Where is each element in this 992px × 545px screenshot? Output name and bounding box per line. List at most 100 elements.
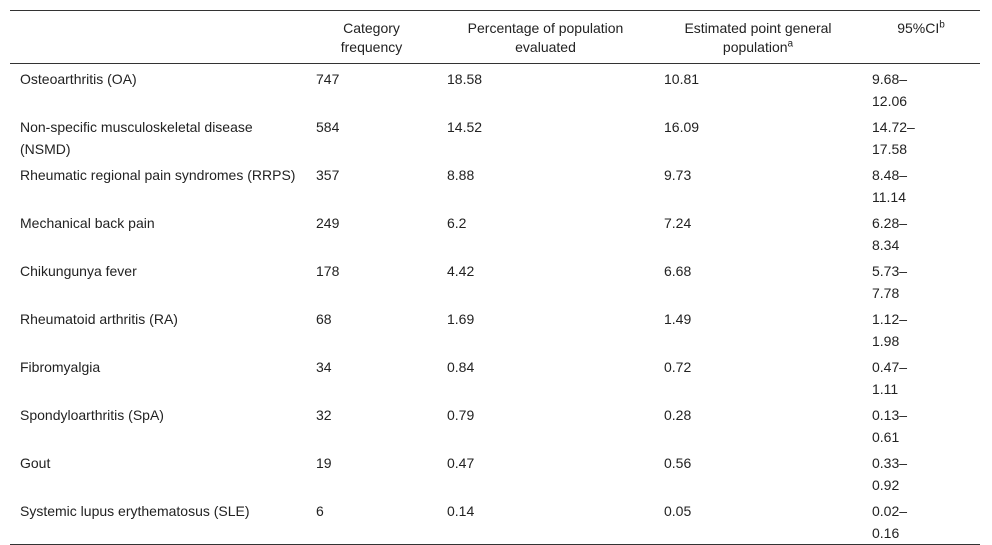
table-row: Mechanical back pain 249 6.2 7.24 6.28–8.34 bbox=[10, 208, 980, 256]
cell-text: 6.2 bbox=[447, 215, 467, 231]
table-cell: 0.47–1.11 bbox=[862, 352, 980, 400]
cell-text: 0.47–1.11 bbox=[872, 359, 908, 397]
cell-text: Chikungunya fever bbox=[20, 263, 137, 279]
table-cell: 5.73–7.78 bbox=[862, 256, 980, 304]
table-cell: 34 bbox=[306, 352, 437, 400]
table-cell: 0.72 bbox=[654, 352, 862, 400]
cell-text: 0.13–0.61 bbox=[872, 407, 908, 445]
cell-text: 0.47 bbox=[447, 455, 475, 471]
table-cell: 249 bbox=[306, 208, 437, 256]
cell-text: 1.12–1.98 bbox=[872, 311, 908, 349]
table-cell: 1.12–1.98 bbox=[862, 304, 980, 352]
table-cell: Fibromyalgia bbox=[10, 352, 306, 400]
table-cell: 6.28–8.34 bbox=[862, 208, 980, 256]
cell-text: Gout bbox=[20, 455, 51, 471]
table-cell: 357 bbox=[306, 160, 437, 208]
table-cell: 19 bbox=[306, 448, 437, 496]
cell-text: Rheumatoid arthritis (RA) bbox=[20, 311, 178, 327]
table-cell: 1.49 bbox=[654, 304, 862, 352]
cell-text: 0.84 bbox=[447, 359, 475, 375]
table-cell: 0.79 bbox=[437, 400, 654, 448]
table-cell: 0.56 bbox=[654, 448, 862, 496]
cell-text: 19 bbox=[316, 455, 332, 471]
header-text: Percentage of population evaluated bbox=[467, 20, 624, 55]
table-cell: 6.68 bbox=[654, 256, 862, 304]
table-cell: 7.24 bbox=[654, 208, 862, 256]
cell-text: 0.72 bbox=[664, 359, 692, 375]
cell-text: 14.72–17.58 bbox=[872, 119, 915, 157]
table-row: Fibromyalgia 34 0.84 0.72 0.47–1.11 bbox=[10, 352, 980, 400]
table-cell: 0.28 bbox=[654, 400, 862, 448]
cell-text: 747 bbox=[316, 71, 340, 87]
cell-text: 8.48–11.14 bbox=[872, 167, 908, 205]
table-cell: 9.68–12.06 bbox=[862, 64, 980, 113]
cell-text: 10.81 bbox=[664, 71, 700, 87]
table-row: Chikungunya fever 178 4.42 6.68 5.73–7.78 bbox=[10, 256, 980, 304]
cell-text: Fibromyalgia bbox=[20, 359, 101, 375]
cell-text: Systemic lupus erythematosus (SLE) bbox=[20, 503, 250, 519]
cell-text: 6.68 bbox=[664, 263, 692, 279]
table-cell: 584 bbox=[306, 112, 437, 160]
table-row: Rheumatoid arthritis (RA) 68 1.69 1.49 1.12–… bbox=[10, 304, 980, 352]
cell-text: 14.52 bbox=[447, 119, 483, 135]
cell-text: Rheumatic regional pain syndromes (RRPS) bbox=[20, 167, 296, 183]
table-cell: Spondyloarthritis (SpA) bbox=[10, 400, 306, 448]
table-cell: 14.52 bbox=[437, 112, 654, 160]
cell-text: 1.49 bbox=[664, 311, 692, 327]
cell-text: 249 bbox=[316, 215, 340, 231]
footnote-marker: a bbox=[787, 38, 794, 50]
cell-text: 5.73–7.78 bbox=[872, 263, 908, 301]
cell-text: 18.58 bbox=[447, 71, 483, 87]
column-header: Category frequency bbox=[306, 10, 437, 64]
table-cell: 747 bbox=[306, 64, 437, 113]
table-row: Gout 19 0.47 0.56 0.33–0.92 bbox=[10, 448, 980, 496]
column-header bbox=[10, 10, 306, 64]
header-text: Category frequency bbox=[340, 20, 403, 55]
header-row: Category frequency Percentage of populati… bbox=[10, 10, 980, 64]
cell-text: 7.24 bbox=[664, 215, 692, 231]
table-cell: 6.2 bbox=[437, 208, 654, 256]
cell-text: 68 bbox=[316, 311, 332, 327]
table-cell: Non-specific musculoskeletal disease (NS… bbox=[10, 112, 306, 160]
table-cell: 4.42 bbox=[437, 256, 654, 304]
table-cell: 178 bbox=[306, 256, 437, 304]
table-cell: Rheumatoid arthritis (RA) bbox=[10, 304, 306, 352]
table-cell: 14.72–17.58 bbox=[862, 112, 980, 160]
table-cell: 8.88 bbox=[437, 160, 654, 208]
table-cell: 6 bbox=[306, 496, 437, 545]
cell-text: 34 bbox=[316, 359, 332, 375]
cell-text: Spondyloarthritis (SpA) bbox=[20, 407, 164, 423]
table-cell: 0.13–0.61 bbox=[862, 400, 980, 448]
table-row: Non-specific musculoskeletal disease (NS… bbox=[10, 112, 980, 160]
table-cell: 0.05 bbox=[654, 496, 862, 545]
cell-text: 357 bbox=[316, 167, 340, 183]
column-header: Estimated point general populationa bbox=[654, 10, 862, 64]
cell-text: Osteoarthritis (OA) bbox=[20, 71, 137, 87]
cell-text: Non-specific musculoskeletal disease (NS… bbox=[20, 119, 253, 157]
cell-text: 584 bbox=[316, 119, 340, 135]
cell-text: 0.56 bbox=[664, 455, 692, 471]
cell-text: 0.79 bbox=[447, 407, 475, 423]
cell-text: 0.14 bbox=[447, 503, 475, 519]
table-row: Systemic lupus erythematosus (SLE) 6 0.14 0… bbox=[10, 496, 980, 545]
data-table: Category frequency Percentage of populati… bbox=[10, 10, 980, 545]
cell-text: 9.68–12.06 bbox=[872, 71, 908, 109]
table-cell: Chikungunya fever bbox=[10, 256, 306, 304]
table-row: Osteoarthritis (OA) 747 18.58 10.81 9.68–12.… bbox=[10, 64, 980, 113]
table-cell: 8.48–11.14 bbox=[862, 160, 980, 208]
table-cell: 18.58 bbox=[437, 64, 654, 113]
cell-text: 8.88 bbox=[447, 167, 475, 183]
table-row: Spondyloarthritis (SpA) 32 0.79 0.28 0.13–0.… bbox=[10, 400, 980, 448]
table-cell: 16.09 bbox=[654, 112, 862, 160]
table-cell: Gout bbox=[10, 448, 306, 496]
cell-text: 178 bbox=[316, 263, 340, 279]
table-cell: 0.02–0.16 bbox=[862, 496, 980, 545]
cell-text: 0.02–0.16 bbox=[872, 503, 908, 541]
table-cell: 32 bbox=[306, 400, 437, 448]
cell-text: 0.33–0.92 bbox=[872, 455, 908, 493]
column-header: 95%CIb bbox=[862, 10, 980, 64]
table-cell: 10.81 bbox=[654, 64, 862, 113]
table-cell: Systemic lupus erythematosus (SLE) bbox=[10, 496, 306, 545]
table-cell: Mechanical back pain bbox=[10, 208, 306, 256]
cell-text: 6 bbox=[316, 503, 324, 519]
